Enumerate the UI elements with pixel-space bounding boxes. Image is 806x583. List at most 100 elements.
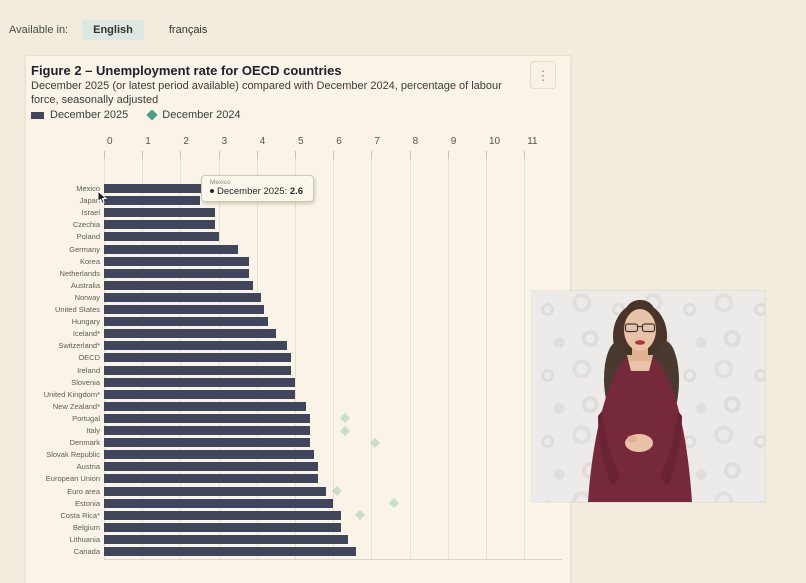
country-label: Hungary — [71, 317, 100, 327]
x-axis-tick — [180, 151, 182, 159]
unemployment-bar-2025[interactable] — [104, 377, 295, 387]
unemployment-bar-2025[interactable] — [104, 438, 311, 448]
x-axis-label: 6 — [336, 136, 342, 147]
unemployment-bar-2025[interactable] — [104, 268, 250, 278]
x-axis-label: 10 — [489, 136, 501, 147]
country-label: Slovenia — [71, 377, 100, 387]
x-axis-tick — [218, 151, 220, 159]
unemployment-bar-2025[interactable] — [104, 365, 292, 375]
legend-label: December 2024 — [162, 109, 241, 121]
country-label: Canada — [73, 547, 100, 556]
unemployment-bar-2025[interactable] — [104, 244, 238, 254]
unemployment-bar-2025[interactable] — [104, 522, 341, 532]
country-label: Italy — [86, 426, 100, 435]
sign-language-interpreter-video[interactable] — [532, 291, 765, 502]
unemployment-bar-2025[interactable] — [104, 547, 357, 556]
country-label: Denmark — [69, 438, 100, 448]
tooltip-value: 2.6 — [289, 186, 304, 197]
x-axis-baseline — [104, 559, 562, 560]
country-label: Mexico — [76, 184, 100, 193]
country-label: Poland — [76, 232, 100, 242]
unemployment-bar-2025[interactable] — [104, 474, 318, 484]
unemployment-bar-2025[interactable] — [104, 426, 311, 435]
legend-label: December 2025 — [50, 109, 129, 121]
country-label: Netherlands — [59, 268, 100, 278]
unemployment-bar-2025[interactable] — [104, 256, 250, 266]
x-axis-tick — [524, 151, 526, 159]
bar-chart: 0 1 2 3 4 5 6 7 8 9 10 11 Mexico Japan Israel Czechia Po… — [26, 56, 570, 583]
lang-option-english[interactable]: English — [82, 20, 144, 40]
unemployment-bar-2025[interactable] — [104, 353, 292, 363]
x-gridline — [524, 159, 526, 559]
x-gridline — [371, 159, 373, 559]
tooltip-country: Mexico — [210, 179, 231, 186]
unemployment-bar-2025[interactable] — [104, 462, 318, 472]
kebab-menu-icon: ⋮ — [536, 67, 550, 83]
x-axis-tick — [256, 151, 258, 159]
country-label: Israel — [81, 208, 100, 218]
dec-2024-marker — [339, 425, 350, 436]
mouse-cursor — [97, 190, 108, 205]
language-bar: Available in: English français — [9, 20, 218, 40]
unemployment-bar-2025[interactable] — [104, 232, 219, 242]
x-gridline — [409, 159, 411, 559]
x-axis-label: 7 — [374, 136, 380, 147]
figure-title: Figure 2 – Unemployment rate for OECD co… — [31, 63, 342, 78]
series-dot-icon — [210, 189, 214, 194]
country-label: Slovak Republic — [46, 450, 100, 460]
country-label: Czechia — [72, 220, 100, 230]
unemployment-bar-2025[interactable] — [104, 184, 204, 193]
dec-2024-marker — [389, 498, 400, 509]
unemployment-bar-2025[interactable] — [104, 401, 307, 411]
unemployment-bar-2025[interactable] — [104, 196, 200, 206]
unemployment-bar-2025[interactable] — [104, 292, 261, 302]
x-axis-label: 2 — [183, 136, 189, 147]
country-label: Estonia — [74, 498, 100, 508]
country-label: Lithuania — [69, 534, 100, 544]
x-gridline — [447, 159, 449, 559]
country-label: Costa Rica* — [60, 510, 100, 520]
x-gridline — [295, 159, 296, 559]
unemployment-bar-2025[interactable] — [104, 534, 349, 544]
unemployment-bar-2025[interactable] — [104, 389, 295, 399]
bar-swatch-icon — [31, 111, 44, 119]
x-axis-tick — [486, 151, 487, 159]
unemployment-bar-2025[interactable] — [104, 329, 276, 339]
country-label: Portugal — [72, 413, 100, 423]
unemployment-bar-2025[interactable] — [104, 305, 265, 314]
unemployment-bar-2025[interactable] — [104, 498, 334, 508]
x-axis-tick — [142, 151, 144, 159]
unemployment-bar-2025[interactable] — [104, 510, 341, 520]
unemployment-bar-2025[interactable] — [104, 413, 311, 423]
unemployment-bar-2025[interactable] — [104, 486, 326, 496]
x-axis-label: 3 — [221, 136, 228, 147]
country-label: European Union — [45, 474, 100, 484]
x-axis-label: 9 — [450, 136, 457, 147]
interpreter-figure — [588, 300, 692, 502]
unemployment-bar-2025[interactable] — [104, 317, 269, 327]
x-axis-tick — [104, 151, 105, 159]
chart-tooltip: Mexico December 2025: 2.6 — [201, 175, 315, 202]
country-label: Australia — [70, 280, 100, 290]
country-label: Ireland — [77, 365, 100, 375]
unemployment-bar-2025[interactable] — [104, 208, 215, 218]
country-label: Norway — [74, 292, 100, 302]
x-axis-tick — [295, 151, 296, 159]
unemployment-bar-2025[interactable] — [104, 341, 288, 351]
chart-options-button[interactable]: ⋮ — [530, 61, 556, 89]
country-label: Switzerland* — [58, 341, 100, 351]
unemployment-bar-2025[interactable] — [104, 280, 253, 290]
country-label: OECD — [78, 353, 100, 363]
x-axis-tick — [409, 151, 411, 159]
country-label: United Kingdom* — [43, 389, 100, 399]
lang-option-francais[interactable]: français — [168, 24, 208, 36]
x-axis-label: 0 — [107, 136, 113, 147]
x-axis-tick — [371, 151, 373, 159]
x-axis-tick — [447, 151, 449, 159]
x-axis-label: 8 — [412, 136, 419, 147]
unemployment-bar-2025[interactable] — [104, 220, 215, 230]
legend-item-dec-2025: December 2025 — [31, 109, 128, 121]
figure-subtitle: December 2025 (or latest period availabl… — [31, 80, 502, 106]
unemployment-bar-2025[interactable] — [104, 450, 315, 460]
